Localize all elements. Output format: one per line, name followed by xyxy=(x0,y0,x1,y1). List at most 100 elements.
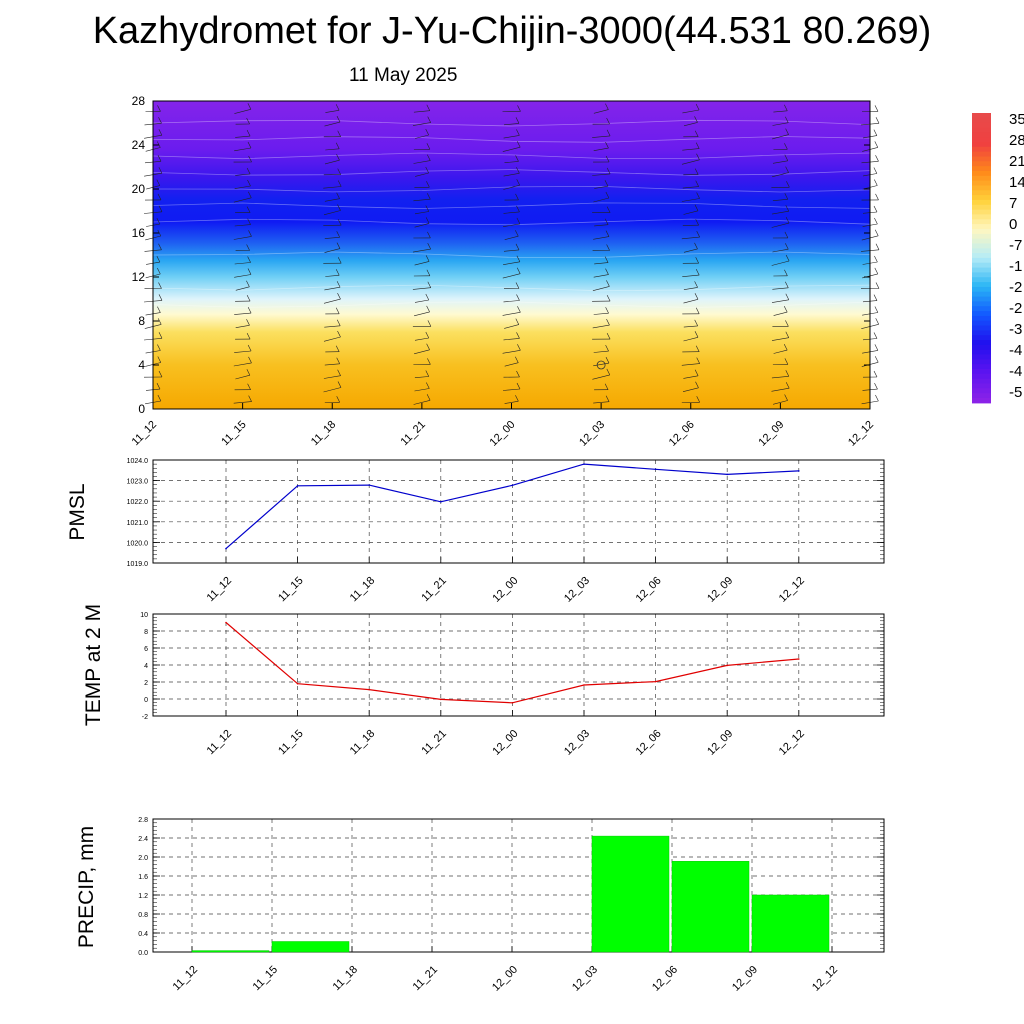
wind-barb-flag xyxy=(156,255,161,263)
colorbar-segment xyxy=(972,301,991,307)
wind-barb xyxy=(234,224,251,227)
wind-barb-flag xyxy=(605,395,610,402)
y-tick-label: 8 xyxy=(144,629,148,636)
y-tick-label: 28 xyxy=(132,94,146,108)
wind-barb xyxy=(323,387,342,393)
x-tick-label: 12_09 xyxy=(756,419,786,449)
wind-barb-flag xyxy=(874,356,879,363)
wind-barb xyxy=(415,134,429,139)
wind-barb-flag xyxy=(874,217,878,225)
colorbar-segment xyxy=(972,262,991,269)
wind-barb-flag xyxy=(517,306,521,313)
wind-barb-flag xyxy=(606,318,610,326)
wind-barb-flag xyxy=(606,368,611,376)
wind-barb-flag xyxy=(785,116,789,123)
wind-barb-flag xyxy=(516,129,520,136)
wind-barb-flag xyxy=(515,395,519,402)
wind-barb xyxy=(503,173,520,177)
colorbar-segment xyxy=(972,364,991,370)
x-tick-label: 12_03 xyxy=(562,575,592,605)
colorbar-segment xyxy=(972,344,991,351)
pmsl-data-point xyxy=(368,484,371,486)
wind-barb-flag xyxy=(875,394,879,402)
wind-barb xyxy=(503,123,520,126)
x-tick-label: 12_09 xyxy=(705,728,735,758)
wind-barb-flag xyxy=(157,267,161,275)
y-tick-label: 24 xyxy=(132,138,146,152)
wind-barb-flag xyxy=(156,382,161,390)
wind-barb-flag xyxy=(156,217,161,225)
wind-barb xyxy=(681,236,700,240)
y-tick-label: 2 xyxy=(144,680,148,687)
wind-barb xyxy=(414,299,429,303)
wind-barb xyxy=(683,122,698,127)
colorbar-segment xyxy=(972,228,991,235)
wind-barb-flag xyxy=(516,141,521,148)
wind-barb-flag xyxy=(515,318,520,325)
wind-barb-flag xyxy=(247,306,252,314)
wind-barb-flag xyxy=(517,105,521,112)
wind-barb-flag xyxy=(875,318,879,325)
wind-barb-flag xyxy=(337,381,342,388)
colorbar-label: -2 xyxy=(1009,300,1022,317)
wind-barb xyxy=(771,222,790,228)
pmsl-line-panel: 1019.0 1020.0 1021.0 1022.0 1023.0 1024.0 11_1… xyxy=(66,458,885,605)
temperature-data-point xyxy=(511,702,514,704)
wind-barb-flag xyxy=(694,130,699,137)
pmsl-data-point xyxy=(583,463,585,465)
colorbar-segment xyxy=(972,209,991,215)
x-tick-label: 11_18 xyxy=(331,964,361,994)
wind-barb-flag xyxy=(335,345,340,352)
colorbar-segment xyxy=(972,243,991,249)
wind-barb-flag xyxy=(874,255,878,263)
wind-barb-flag xyxy=(784,269,788,276)
wind-barb xyxy=(771,260,790,266)
wind-barb-flag xyxy=(784,143,788,150)
wind-barb-flag xyxy=(785,216,790,224)
wind-barb xyxy=(503,184,520,190)
colorbar-label: -7 xyxy=(1009,237,1022,254)
wind-barb xyxy=(772,160,788,164)
y-axis-title: PRECIP, mm xyxy=(75,826,98,948)
colorbar-label: -1 xyxy=(1009,258,1022,275)
wind-barb xyxy=(323,186,342,189)
pmsl-data-point xyxy=(726,473,728,476)
wind-barb-flag xyxy=(874,179,878,186)
wind-barb-flag xyxy=(605,191,610,199)
wind-barb-flag xyxy=(157,356,162,363)
wind-barb xyxy=(592,135,611,138)
wind-barb xyxy=(683,299,699,304)
y-tick-label: -2 xyxy=(142,714,148,721)
wind-barb-flag xyxy=(157,306,161,313)
wind-barb-flag xyxy=(785,128,789,135)
wind-barb-flag xyxy=(335,307,340,314)
wind-barb-flag xyxy=(425,205,430,212)
wind-barb-flag xyxy=(604,180,609,187)
temperature-data-point xyxy=(368,688,371,691)
wind-barb-flag xyxy=(246,206,251,213)
wind-barb xyxy=(233,401,252,404)
wind-barb xyxy=(504,235,519,240)
pmsl-data-point xyxy=(296,485,299,487)
colorbar-segment xyxy=(972,199,991,206)
x-tick-label: 11_18 xyxy=(348,575,378,605)
wind-barb-flag xyxy=(874,382,878,390)
temperature-data-point xyxy=(296,682,299,685)
wind-barb xyxy=(772,248,789,253)
wind-barb xyxy=(771,376,789,379)
wind-barb-flag xyxy=(605,230,610,237)
wind-barb-flag xyxy=(606,167,611,175)
wind-barb xyxy=(593,362,610,367)
wind-barb xyxy=(414,211,429,215)
y-tick-label: 4 xyxy=(144,663,148,670)
wind-barb xyxy=(413,198,431,202)
wind-barb xyxy=(414,349,430,355)
colorbar-segment xyxy=(972,122,991,129)
chart-subtitle: 11 May 2025 xyxy=(349,65,458,86)
panel-frame xyxy=(152,613,885,717)
wind-barb-flag xyxy=(515,243,520,251)
wind-barb xyxy=(683,248,698,253)
wind-barb-flag xyxy=(515,155,519,162)
wind-barb-flag xyxy=(157,318,162,325)
wind-barb-flag xyxy=(157,193,162,201)
